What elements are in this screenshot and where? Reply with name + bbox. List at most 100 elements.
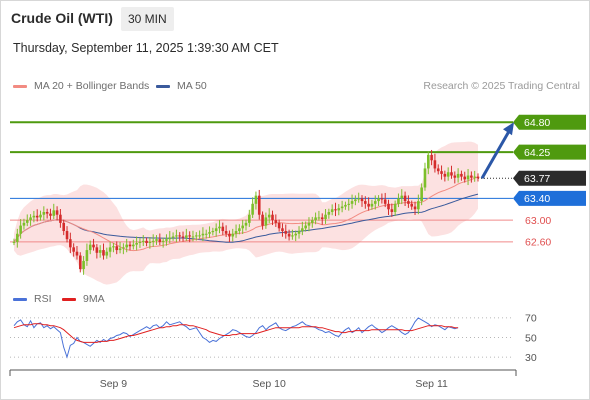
candle-body — [188, 235, 191, 237]
candle-body — [19, 225, 22, 234]
candle-body — [208, 232, 211, 234]
candle-body — [118, 248, 122, 251]
candle-body — [165, 239, 168, 241]
candle-body — [291, 235, 294, 237]
candle-body — [297, 231, 301, 234]
provider-credit: Research © 2025 Trading Central — [423, 80, 580, 92]
interval-button[interactable]: 30 MIN — [121, 7, 174, 31]
candle-body — [204, 233, 208, 235]
legend-label-9ma: 9MA — [83, 293, 105, 305]
candle-body — [201, 233, 205, 236]
candle-body — [52, 210, 56, 216]
candle-body — [69, 239, 72, 248]
candle-body — [314, 217, 317, 221]
candle-body — [287, 233, 291, 237]
instrument-title: Crude Oil (WTI) — [11, 10, 113, 26]
candle-body — [354, 199, 357, 202]
candle-body — [92, 244, 95, 248]
candle-body — [466, 175, 470, 180]
candle-body — [310, 220, 314, 223]
x-tick-label: Sep 11 — [415, 378, 448, 390]
candle-body — [98, 250, 102, 253]
candle-body — [181, 236, 185, 238]
x-tick-label: Sep 9 — [100, 378, 128, 390]
candle-body — [85, 250, 89, 261]
candle-body — [364, 201, 367, 204]
candle-body — [476, 176, 480, 179]
candle-body — [148, 241, 152, 243]
candle-body — [367, 203, 370, 207]
candle-body — [248, 214, 251, 223]
candle-body — [271, 214, 274, 221]
candle-body — [231, 233, 235, 237]
candle-body — [307, 222, 311, 226]
candle-body — [387, 203, 390, 210]
candle-body — [198, 235, 201, 237]
candle-body — [125, 244, 128, 248]
candle-body — [377, 198, 380, 202]
candle-body — [55, 210, 59, 215]
candle-body — [45, 211, 49, 214]
level-label-63-77: 63.77 — [524, 173, 550, 185]
candle-body — [430, 154, 433, 161]
candle-body — [128, 244, 132, 247]
candle-body — [373, 201, 377, 204]
candle-body — [158, 239, 162, 242]
candle-body — [221, 226, 225, 232]
ma20-line — [13, 176, 479, 252]
rsi-tick-30: 30 — [525, 352, 537, 364]
candle-body — [102, 250, 105, 256]
candle-body — [407, 201, 410, 204]
candle-body — [138, 241, 142, 243]
projection-arrow — [480, 130, 511, 179]
candle-body — [317, 217, 321, 219]
legend-label-ma50: MA 50 — [177, 80, 207, 92]
candle-body — [440, 171, 443, 174]
legend-item-9ma: 9MA — [62, 293, 105, 305]
candle-body — [238, 228, 241, 232]
candle-body — [417, 201, 420, 210]
candle-body — [453, 175, 457, 178]
candle-body — [105, 251, 109, 256]
candle-body — [340, 206, 344, 209]
legend-label-rsi: RSI — [34, 293, 52, 305]
candle-body — [241, 225, 244, 229]
candle-body — [218, 226, 221, 229]
candle-body — [65, 231, 69, 240]
candle-body — [244, 222, 248, 226]
candle-body — [460, 173, 463, 177]
legend-swatch-rsi — [13, 297, 27, 301]
candle-body — [75, 251, 79, 256]
candle-body — [357, 198, 360, 200]
legend-item-bollinger: MA 20 + Bollinger Bands — [13, 80, 149, 92]
candle-body — [284, 231, 288, 234]
candle-body — [473, 176, 476, 178]
candle-body — [470, 175, 473, 178]
candle-body — [251, 203, 254, 215]
candle-body — [161, 240, 165, 242]
candle-body — [145, 240, 148, 243]
candle-body — [22, 222, 26, 226]
candle-body — [393, 203, 397, 212]
candle-body — [115, 246, 119, 251]
legend-label-bollinger: MA 20 + Bollinger Bands — [34, 80, 150, 92]
candle-body — [59, 214, 62, 223]
candle-body — [42, 211, 46, 215]
candle-body — [35, 215, 39, 218]
candle-body — [450, 172, 453, 176]
candle-body — [32, 215, 36, 218]
level-tag-63-77 — [513, 170, 586, 186]
candle-body — [397, 198, 400, 204]
candle-body — [383, 199, 387, 204]
candle-body — [49, 213, 52, 216]
candle-body — [420, 187, 423, 202]
candle-body — [327, 211, 331, 215]
candle-body — [185, 235, 188, 238]
candle-body — [175, 235, 178, 237]
candle-body — [234, 231, 238, 234]
candle-body — [446, 172, 450, 177]
legend-item-rsi: RSI — [13, 293, 52, 305]
candle-body — [168, 237, 172, 240]
candle-body — [95, 247, 99, 253]
rsi-line — [13, 317, 459, 359]
